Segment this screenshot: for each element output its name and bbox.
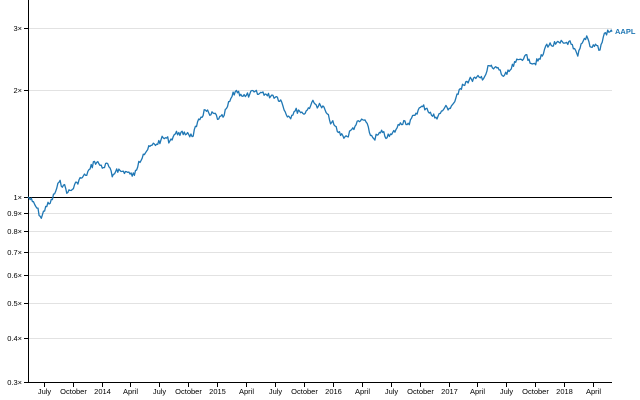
y-tick-label: 1×	[13, 193, 22, 202]
y-tick-label: 0.9×	[7, 209, 22, 218]
x-tick-label: 2017	[441, 387, 458, 396]
x-tick-label: 2016	[325, 387, 342, 396]
series-line-aapl	[27, 29, 613, 219]
x-tick-label: April	[355, 387, 370, 396]
x-tick-label: April	[123, 387, 138, 396]
y-tick-label: 0.5×	[7, 299, 22, 308]
x-tick-label: 2015	[209, 387, 226, 396]
x-tick-label: July	[269, 387, 283, 396]
x-tick-label: October	[60, 387, 87, 396]
grid-lines	[28, 28, 612, 383]
x-tick-label: October	[291, 387, 318, 396]
series-layer: AAPL	[27, 27, 636, 219]
y-tick-label: 0.7×	[7, 248, 22, 257]
x-tick-label: July	[500, 387, 514, 396]
x-tick-label: July	[153, 387, 167, 396]
x-tick-label: July	[385, 387, 399, 396]
x-tick-label: October	[522, 387, 549, 396]
y-tick-label: 0.3×	[7, 378, 22, 387]
x-tick-label: October	[407, 387, 434, 396]
y-tick-label: 0.8×	[7, 227, 22, 236]
x-tick-label: October	[175, 387, 202, 396]
x-tick-label: April	[470, 387, 485, 396]
y-tick-label: 0.4×	[7, 334, 22, 343]
x-tick-label: 2014	[94, 387, 111, 396]
x-tick-label: April	[586, 387, 601, 396]
y-tick-label: 2×	[13, 86, 22, 95]
y-axis: 0.3× 0.4× 0.5× 0.6× 0.7× 0.8× 0.9× 1× 2× 3×	[7, 0, 29, 387]
series-label: AAPL	[615, 27, 636, 36]
x-tick-label: April	[239, 387, 254, 396]
y-tick-label: 3×	[13, 24, 22, 33]
x-tick-label: July	[38, 387, 52, 396]
x-tick-label: 2018	[556, 387, 573, 396]
y-tick-label: 0.6×	[7, 271, 22, 280]
x-axis: July October 2014 April July October 2015 April…	[28, 382, 612, 396]
